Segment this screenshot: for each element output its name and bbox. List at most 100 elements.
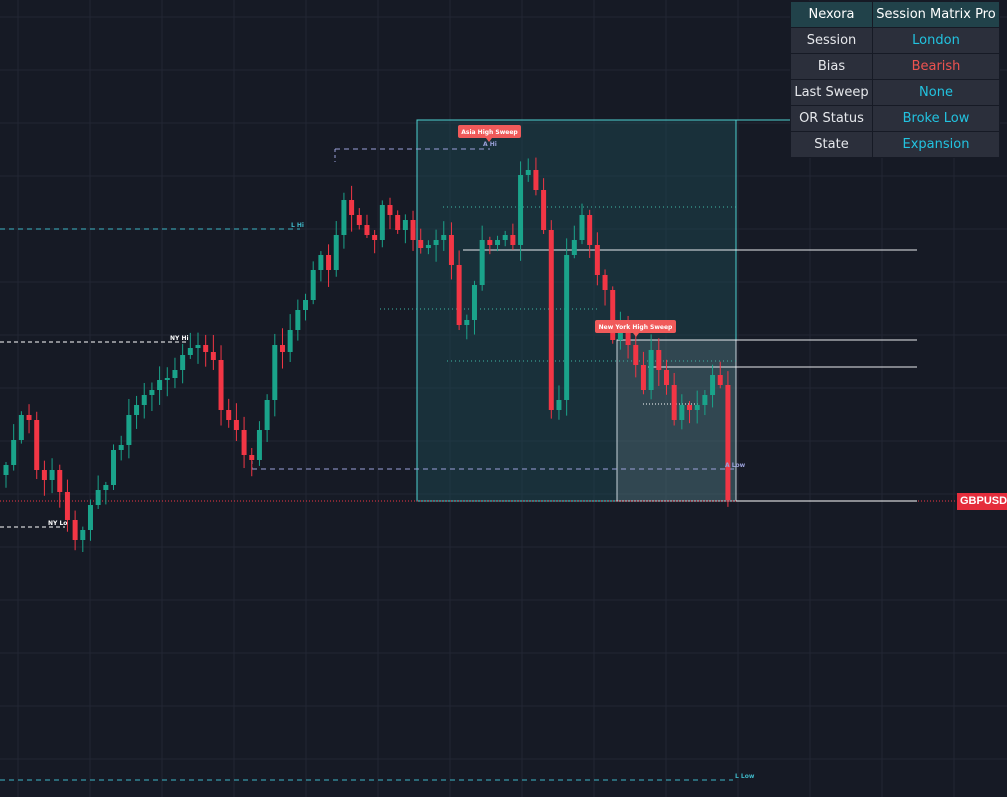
candle-body <box>671 385 677 420</box>
candle-body <box>433 240 439 245</box>
candle-body <box>571 240 577 255</box>
candle-body <box>164 378 170 380</box>
candle-body <box>49 470 55 480</box>
candle-body <box>26 415 32 420</box>
candle-body <box>640 365 646 390</box>
candle-body <box>295 310 301 330</box>
panel-row-state: State Expansion <box>790 131 1000 158</box>
candle-body <box>425 245 431 248</box>
candle-body <box>679 405 685 420</box>
candle-body <box>157 380 163 390</box>
candle-body <box>279 345 285 352</box>
candle-body <box>602 275 608 290</box>
candle-body <box>141 395 147 405</box>
ny-low-label: NY Lo <box>48 520 67 527</box>
candle-body <box>456 265 462 325</box>
candle-body <box>57 470 63 492</box>
candle-body <box>487 240 493 245</box>
candle-body <box>410 220 416 240</box>
bias-value: Bearish <box>872 53 1000 80</box>
panel-brand: Nexora <box>790 1 873 28</box>
candle-body <box>518 175 524 245</box>
candle-body <box>387 205 393 215</box>
london-low-label: L Low <box>735 773 755 780</box>
london-high-label: L Hi <box>291 222 304 229</box>
asia-low-label: A Low <box>725 462 746 469</box>
asia-high-label: A Hi <box>483 141 497 148</box>
candle-body <box>633 345 639 365</box>
candle-body <box>287 330 293 352</box>
candle-body <box>249 455 255 460</box>
candle-body <box>395 215 401 230</box>
asia-session-box <box>416 119 737 502</box>
candle-body <box>72 520 78 540</box>
candle-body <box>272 345 278 400</box>
candle-body <box>579 215 585 240</box>
candle-body <box>510 235 516 245</box>
state-label: State <box>790 131 873 158</box>
candles-group <box>3 157 731 552</box>
candle-body <box>525 170 531 175</box>
candle-body <box>418 240 424 248</box>
candle-body <box>479 240 485 285</box>
panel-row-or-status: OR Status Broke Low <box>790 105 1000 132</box>
candle-body <box>364 225 370 235</box>
panel-row-last-sweep: Last Sweep None <box>790 79 1000 106</box>
candle-body <box>172 370 178 378</box>
candle-body <box>610 290 616 340</box>
candle-body <box>303 300 309 310</box>
bias-label: Bias <box>790 53 873 80</box>
candle-body <box>379 205 385 240</box>
candle-body <box>180 355 186 370</box>
candle-body <box>656 350 662 370</box>
candle-body <box>356 215 362 225</box>
candle-body <box>226 410 232 420</box>
candle-body <box>241 430 247 455</box>
level-labels: L Hi A Hi NY Hi NY Lo A Low L Low <box>48 141 755 780</box>
candle-body <box>717 375 723 385</box>
candle-body <box>625 325 631 345</box>
candle-body <box>564 255 570 400</box>
state-value: Expansion <box>872 131 1000 158</box>
candle-body <box>448 235 454 265</box>
candle-body <box>87 505 93 530</box>
candle-body <box>203 345 209 352</box>
candle-body <box>541 190 547 230</box>
candle-body <box>195 345 201 348</box>
candle-body <box>64 492 70 520</box>
candle-body <box>694 405 700 410</box>
candle-body <box>11 440 17 465</box>
candle-body <box>471 285 477 320</box>
candle-body <box>648 350 654 390</box>
candle-body <box>103 485 109 490</box>
ny-high-label: NY Hi <box>170 335 189 342</box>
panel-header-row: Nexora Session Matrix Pro <box>790 1 1000 28</box>
panel-row-bias: Bias Bearish <box>790 53 1000 80</box>
candle-body <box>256 430 262 460</box>
candle-body <box>663 370 669 385</box>
candle-body <box>502 235 508 240</box>
or-status-label: OR Status <box>790 105 873 132</box>
symbol-price-tag[interactable]: GBPUSD <box>957 493 1007 510</box>
ny-sweep-label: New York High Sweep <box>599 324 673 331</box>
candle-body <box>233 420 239 430</box>
candle-body <box>218 360 224 410</box>
candle-body <box>318 255 324 270</box>
session-value: London <box>872 27 1000 54</box>
candle-body <box>402 220 408 230</box>
candle-body <box>341 200 347 235</box>
candle-body <box>187 348 193 355</box>
level-lines <box>0 119 1007 781</box>
candle-body <box>587 215 593 245</box>
asia-sweep-badge: Asia High Sweep <box>458 125 521 142</box>
candle-body <box>710 375 716 395</box>
candle-body <box>372 235 378 240</box>
candle-body <box>80 530 86 540</box>
candle-body <box>41 470 47 480</box>
asia-sweep-label: Asia High Sweep <box>461 129 518 136</box>
candle-body <box>533 170 539 190</box>
candle-body <box>18 415 24 440</box>
candle-body <box>118 445 124 450</box>
last-sweep-label: Last Sweep <box>790 79 873 106</box>
